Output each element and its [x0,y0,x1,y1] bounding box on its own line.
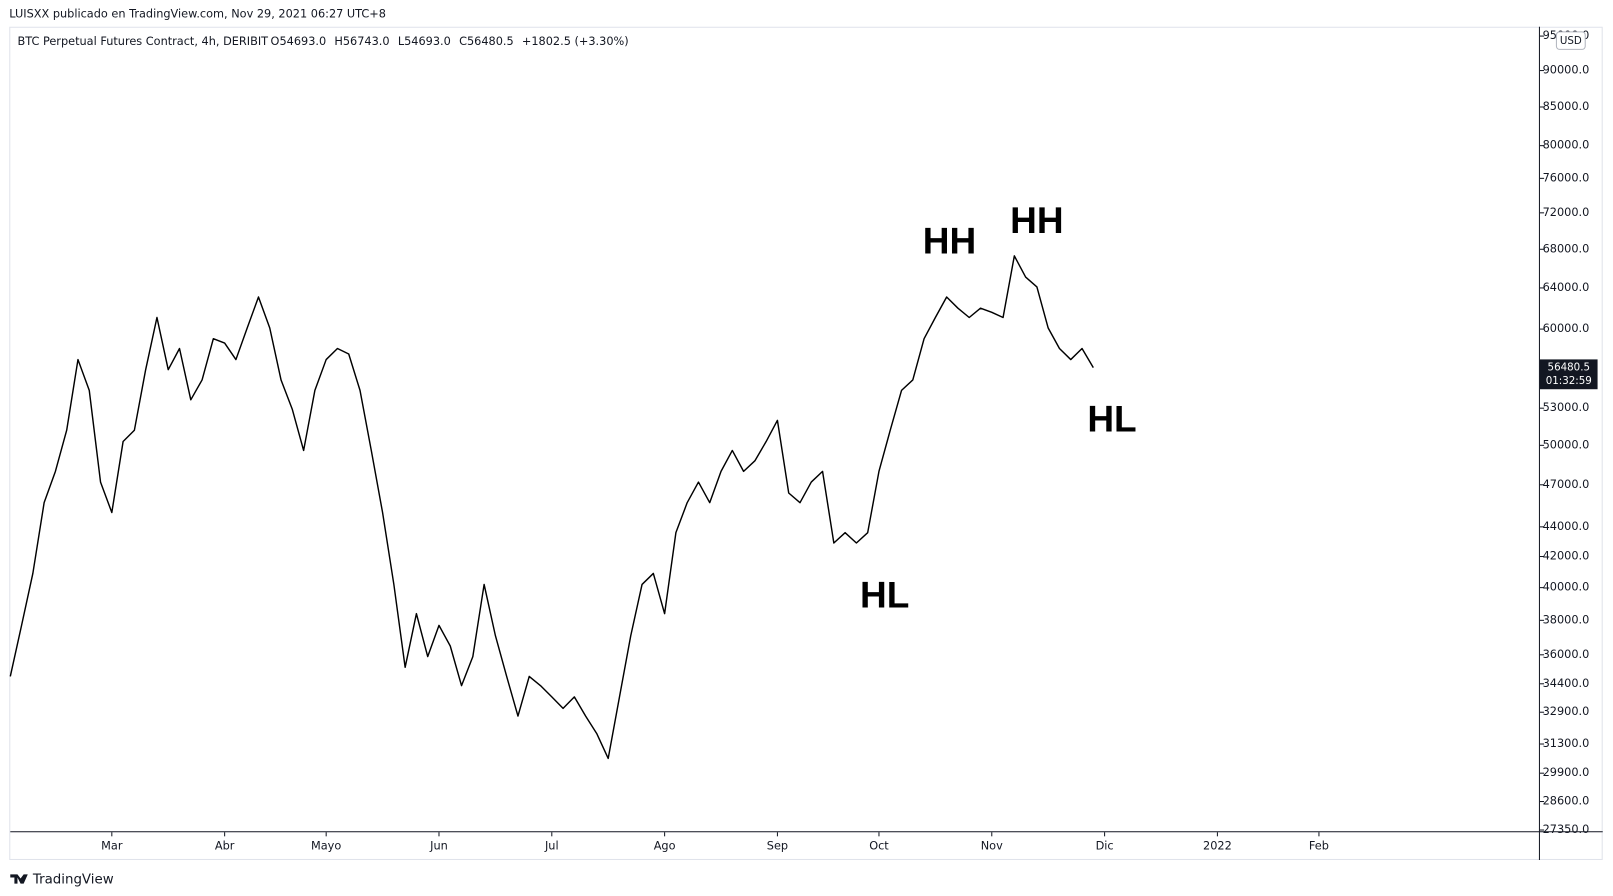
brand-name: TradingView [32,873,114,888]
y-tick-label: 72000.0 [1543,206,1590,219]
y-tick-label: 27350.0 [1543,823,1590,836]
price-line [9,255,1094,760]
x-tick-label: Sep [767,840,788,853]
annotation: HH [923,220,976,262]
x-tick-label: Mayo [311,840,341,853]
chart-frame [9,26,1603,860]
y-tick-label: 32900.0 [1543,705,1590,718]
y-tick-label: 76000.0 [1543,171,1590,184]
y-tick-label: 44000.0 [1543,520,1590,533]
annotation: HL [860,573,909,615]
countdown: 01:32:59 [1546,375,1592,387]
x-tick-label: Mar [101,840,123,853]
y-tick-label: 64000.0 [1543,281,1590,294]
currency-label: USD [1560,35,1582,47]
y-tick-label: 80000.0 [1543,139,1590,152]
ohlc-value: H56743.0 [334,35,389,48]
x-tick-label: Nov [981,840,1003,853]
y-tick-label: 28600.0 [1543,795,1590,808]
x-tick-label: Dic [1096,840,1114,853]
x-tick-label: Oct [869,840,889,853]
x-tick-label: Abr [215,840,235,853]
y-tick-label: 31300.0 [1543,737,1590,750]
x-tick-label: Jul [544,840,559,853]
x-tick-label: Jun [429,840,448,853]
y-tick-label: 68000.0 [1543,242,1590,255]
y-tick-label: 50000.0 [1543,438,1590,451]
y-tick-label: 42000.0 [1543,550,1590,563]
brand-logo [10,874,28,884]
y-tick-label: 60000.0 [1543,322,1590,335]
ohlc-value: C56480.5 [459,35,514,48]
y-tick-label: 34400.0 [1543,677,1590,690]
symbol-title: BTC Perpetual Futures Contract, 4h, DERI… [17,35,268,48]
y-tick-label: 36000.0 [1543,648,1590,661]
y-tick-label: 90000.0 [1543,64,1590,77]
last-price-box [1539,359,1598,390]
ohlc-legend: O54693.0 H56743.0 L54693.0 C56480.5 +1802.5 … [271,35,629,48]
y-tick-label: 29900.0 [1543,766,1590,779]
last-price: 56480.5 [1548,362,1590,374]
publisher-line: LUISXX publicado en TradingView.com, Nov… [9,7,386,20]
y-tick-label: 85000.0 [1543,100,1590,113]
ohlc-value: +1802.5 (+3.30%) [522,35,629,48]
annotation: HL [1087,398,1136,440]
y-tick-label: 40000.0 [1543,581,1590,594]
ohlc-value: O54693.0 [271,35,327,48]
x-tick-label: Ago [654,840,676,853]
y-tick-label: 47000.0 [1543,478,1590,491]
annotation: HH [1010,199,1063,241]
x-tick-label: Feb [1309,840,1329,853]
currency-button [1555,31,1586,50]
y-tick-label: 53000.0 [1543,401,1590,414]
y-tick-label: 38000.0 [1543,613,1590,626]
x-tick-label: 2022 [1203,840,1232,853]
ohlc-value: L54693.0 [398,35,451,48]
